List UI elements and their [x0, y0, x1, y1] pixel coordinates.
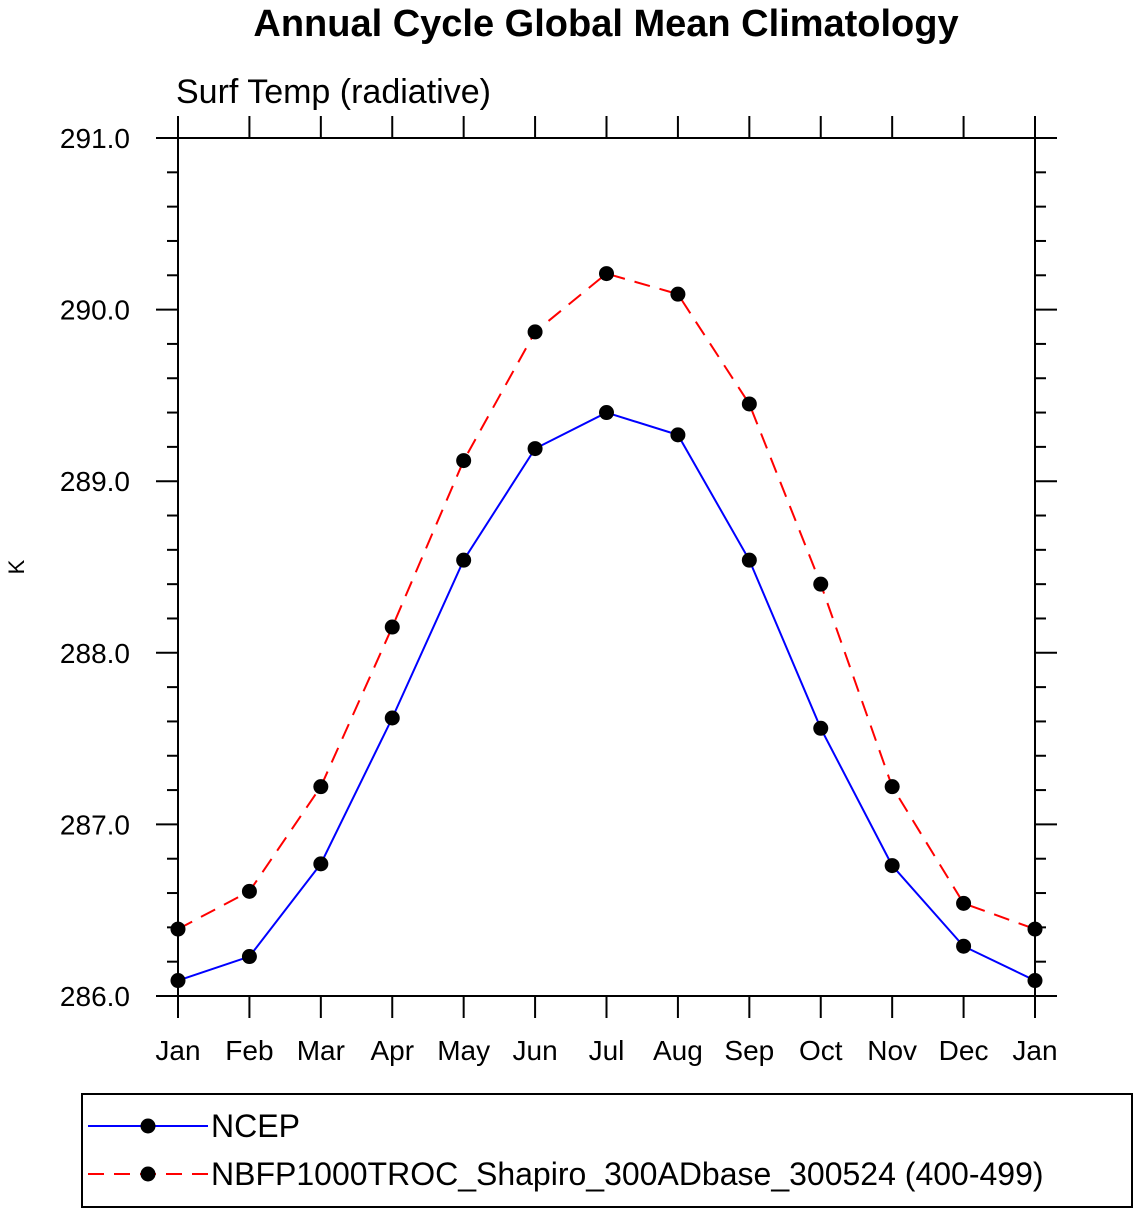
data-point: [956, 895, 972, 911]
data-point: [384, 619, 400, 635]
x-tick-label: Feb: [225, 1035, 273, 1066]
data-point: [456, 552, 472, 568]
x-tick-label: Sep: [724, 1035, 774, 1066]
y-tick-label: 287.0: [60, 809, 130, 840]
data-point: [313, 779, 329, 795]
chart-subtitle: Surf Temp (radiative): [176, 73, 491, 111]
y-tick-label: 289.0: [60, 466, 130, 497]
y-tick-label: 291.0: [60, 123, 130, 154]
data-point: [884, 779, 900, 795]
data-point: [527, 324, 543, 340]
x-tick-label: Apr: [370, 1035, 414, 1066]
y-tick-label: 290.0: [60, 295, 130, 326]
legend-label: NCEP: [211, 1108, 300, 1144]
legend-marker-swatch: [140, 1166, 156, 1182]
data-point: [813, 720, 829, 736]
legend-label: NBFP1000TROC_Shapiro_300ADbase_300524 (4…: [211, 1156, 1044, 1192]
y-tick-label: 288.0: [60, 638, 130, 669]
data-point: [241, 883, 257, 899]
series-line: [177, 411, 1036, 982]
chart-title: Annual Cycle Global Mean Climatology: [253, 3, 958, 45]
x-tick-label: May: [437, 1035, 490, 1066]
y-axis-label: K: [4, 559, 29, 574]
data-point: [741, 396, 757, 412]
x-tick-label: Jun: [513, 1035, 558, 1066]
legend: NCEP NBFP1000TROC_Shapiro_300ADbase_30052…: [81, 1093, 1133, 1208]
y-tick-label: 286.0: [60, 981, 130, 1012]
data-point: [241, 949, 257, 965]
data-point: [313, 856, 329, 872]
series-1: [170, 405, 1043, 989]
x-tick-label: Dec: [939, 1035, 989, 1066]
data-point: [384, 710, 400, 726]
data-point: [884, 858, 900, 874]
data-point: [813, 576, 829, 592]
legend-item: NCEP: [88, 1108, 300, 1144]
data-point: [670, 286, 686, 302]
x-tick-label: Jan: [1012, 1035, 1057, 1066]
x-tick-label: Mar: [297, 1035, 345, 1066]
series-line: [177, 272, 1036, 931]
x-tick-labels: Jan Feb Mar Apr May Jun Jul Aug Sep Oct Nov Dec Jan: [155, 1035, 1057, 1066]
x-tick-label: Jul: [589, 1035, 625, 1066]
legend-item: NBFP1000TROC_Shapiro_300ADbase_300524 (4…: [88, 1156, 1044, 1192]
data-point: [956, 938, 972, 954]
series-2: [170, 266, 1043, 937]
y-tick-labels: 286.0 287.0 288.0 289.0 290.0 291.0: [60, 123, 130, 1012]
data-point: [456, 453, 472, 469]
data-point: [527, 441, 543, 457]
x-tick-label: Jan: [155, 1035, 200, 1066]
plot-frame: [177, 137, 1036, 997]
x-axis-ticks: [177, 116, 1036, 1018]
data-point: [670, 427, 686, 443]
x-tick-label: Aug: [653, 1035, 703, 1066]
data-point: [599, 266, 614, 282]
x-tick-label: Nov: [867, 1035, 917, 1066]
series-layer: [170, 266, 1043, 989]
data-point: [599, 405, 614, 421]
data-point: [741, 552, 757, 568]
legend-marker-swatch: [140, 1118, 156, 1134]
x-tick-label: Oct: [799, 1035, 843, 1066]
legend-box: [81, 1093, 1133, 1208]
